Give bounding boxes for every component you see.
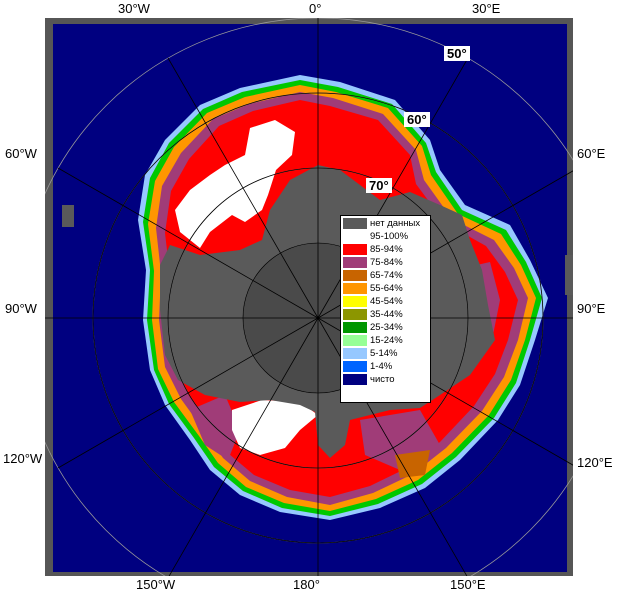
ice-white-weddell: [175, 120, 295, 248]
legend-label: 55-64%: [370, 282, 403, 294]
lat-label-50: 50°: [444, 46, 470, 61]
lon-label-bottom-150e: 150°E: [450, 577, 486, 592]
legend-item: 25-34%: [343, 321, 428, 334]
legend-label: 1-4%: [370, 360, 393, 372]
legend-item: 15-24%: [343, 334, 428, 347]
legend-item: 35-44%: [343, 308, 428, 321]
legend-swatch: [343, 270, 367, 281]
legend-swatch: [343, 244, 367, 255]
legend-item: 45-54%: [343, 295, 428, 308]
lon-label-left-60w: 60°W: [5, 146, 37, 161]
no-data-speck: [565, 255, 573, 295]
legend-label: 75-84%: [370, 256, 403, 268]
legend-swatch: [343, 218, 367, 229]
legend-label: 65-74%: [370, 269, 403, 281]
legend-swatch: [343, 335, 367, 346]
legend-item: 85-94%: [343, 243, 428, 256]
legend-swatch: [343, 309, 367, 320]
lon-label-top-30w: 30°W: [118, 1, 150, 16]
legend-label: 15-24%: [370, 334, 403, 346]
lon-label-right-120e: 120°E: [577, 455, 613, 470]
legend-swatch: [343, 231, 367, 242]
lon-label-right-90e: 90°E: [577, 301, 606, 316]
lon-label-right-60e: 60°E: [577, 146, 606, 161]
legend-label: 45-54%: [370, 295, 403, 307]
legend-item: 65-74%: [343, 269, 428, 282]
no-data-speck: [62, 205, 74, 227]
legend-label: 85-94%: [370, 243, 403, 255]
graticule-circles: [92, 92, 544, 544]
legend-swatch: [343, 296, 367, 307]
legend-swatch: [343, 257, 367, 268]
legend-item: 75-84%: [343, 256, 428, 269]
legend-label: нет данных: [370, 217, 421, 229]
legend-label: 95-100%: [370, 230, 409, 242]
legend-item: 55-64%: [343, 282, 428, 295]
lon-label-left-120w: 120°W: [3, 451, 43, 466]
ice-orange-patch: [395, 450, 430, 478]
lon-label-top-30e: 30°E: [472, 1, 501, 16]
legend-swatch: [343, 361, 367, 372]
legend-label: чисто: [370, 373, 395, 385]
lon-label-left-90w: 90°W: [5, 301, 37, 316]
legend-item: 5-14%: [343, 347, 428, 360]
legend-swatch: [343, 283, 367, 294]
legend-label: 25-34%: [370, 321, 403, 333]
lat-label-60: 60°: [404, 112, 430, 127]
legend-label: 5-14%: [370, 347, 398, 359]
legend-label: 35-44%: [370, 308, 403, 320]
lon-label-bottom-180: 180°: [293, 577, 320, 592]
lon-label-bottom-150w: 150°W: [136, 577, 176, 592]
legend-item: 1-4%: [343, 360, 428, 373]
legend-item: чисто: [343, 373, 428, 386]
lat-label-70: 70°: [366, 178, 392, 193]
ice-white-ross: [232, 400, 318, 455]
ice-concentration-legend: нет данных 95-100% 85-94% 75-84% 65-74% 55-64…: [340, 215, 431, 403]
legend-swatch: [343, 374, 367, 385]
legend-swatch: [343, 322, 367, 333]
legend-item: 95-100%: [343, 230, 428, 243]
legend-item: нет данных: [343, 217, 428, 230]
lon-label-top-0: 0°: [309, 1, 322, 16]
legend-swatch: [343, 348, 367, 359]
